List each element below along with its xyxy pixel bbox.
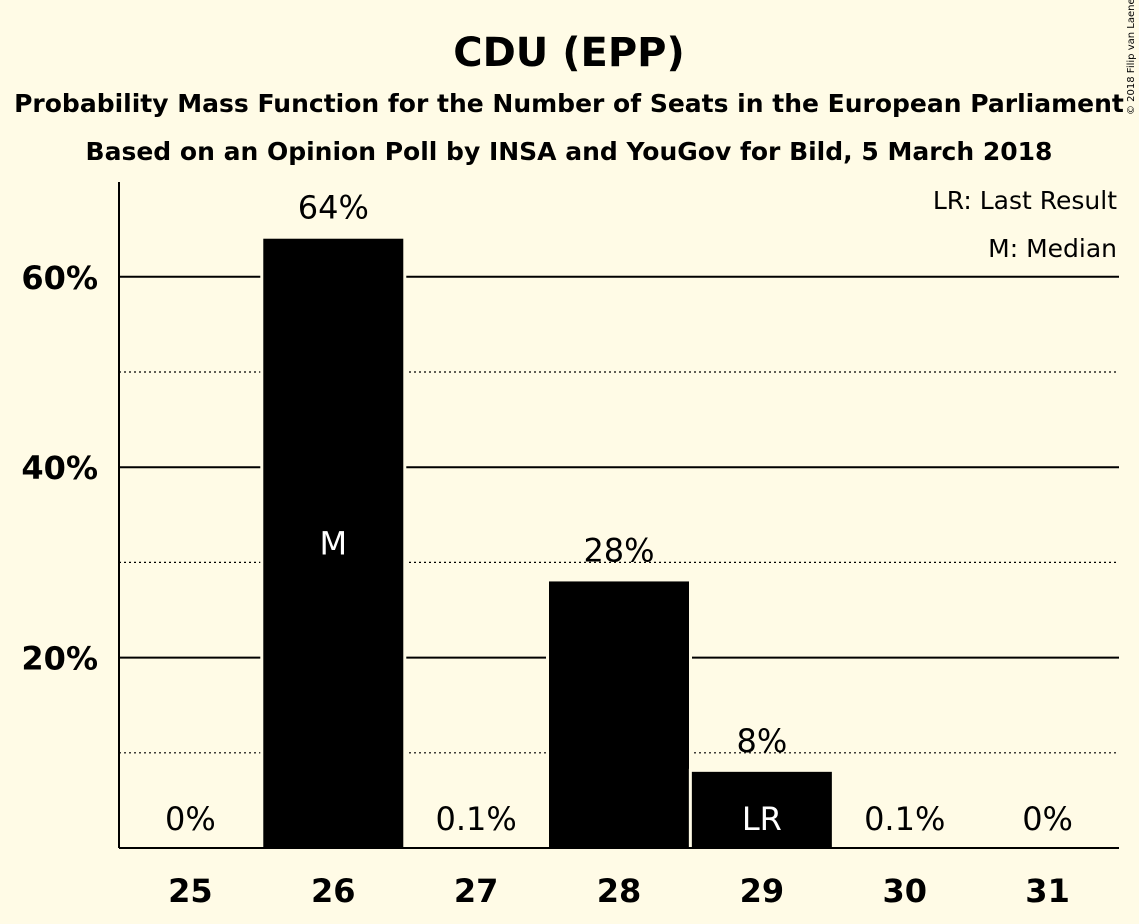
tick-labels: 20% 40% 60% 25 26 27 28 29 30 31 bbox=[21, 259, 1069, 910]
chart-subtitle-2: Based on an Opinion Poll by INSA and You… bbox=[86, 137, 1053, 166]
x-tick-label-29: 29 bbox=[740, 872, 785, 910]
bar-28 bbox=[549, 581, 689, 848]
bars bbox=[260, 235, 835, 849]
x-tick-label-28: 28 bbox=[597, 872, 642, 910]
x-tick-label-31: 31 bbox=[1025, 872, 1070, 910]
y-tick-label-20: 20% bbox=[21, 640, 98, 678]
value-label-30: 0.1% bbox=[864, 800, 945, 838]
chart-subtitle-1: Probability Mass Function for the Number… bbox=[14, 89, 1124, 118]
marker-M: M bbox=[319, 524, 347, 562]
legend-median: M: Median bbox=[988, 234, 1117, 263]
value-label-31: 0% bbox=[1022, 800, 1073, 838]
bar-26 bbox=[263, 238, 404, 849]
x-tick-label-26: 26 bbox=[311, 872, 356, 910]
bar-29 bbox=[691, 771, 832, 848]
copyright-text: © 2018 Filip van Laenen bbox=[1126, 0, 1137, 115]
value-label-28: 28% bbox=[583, 531, 654, 569]
y-tick-label-60: 60% bbox=[21, 259, 98, 297]
x-tick-label-30: 30 bbox=[882, 872, 927, 910]
y-tick-label-40: 40% bbox=[21, 449, 98, 487]
value-label-29: 8% bbox=[736, 722, 787, 760]
marker-LR: LR bbox=[742, 800, 782, 838]
axes bbox=[118, 182, 1119, 849]
data-labels: 0% 64% M 0.1% 28% 8% LR 0.1% 0% bbox=[165, 189, 1073, 838]
x-tick-label-25: 25 bbox=[168, 872, 213, 910]
value-label-26: 64% bbox=[298, 189, 369, 227]
chart-title: CDU (EPP) bbox=[453, 30, 684, 76]
value-label-27: 0.1% bbox=[435, 800, 516, 838]
x-tick-label-27: 27 bbox=[454, 872, 499, 910]
legend-last-result: LR: Last Result bbox=[933, 186, 1117, 215]
value-label-25: 0% bbox=[165, 800, 216, 838]
